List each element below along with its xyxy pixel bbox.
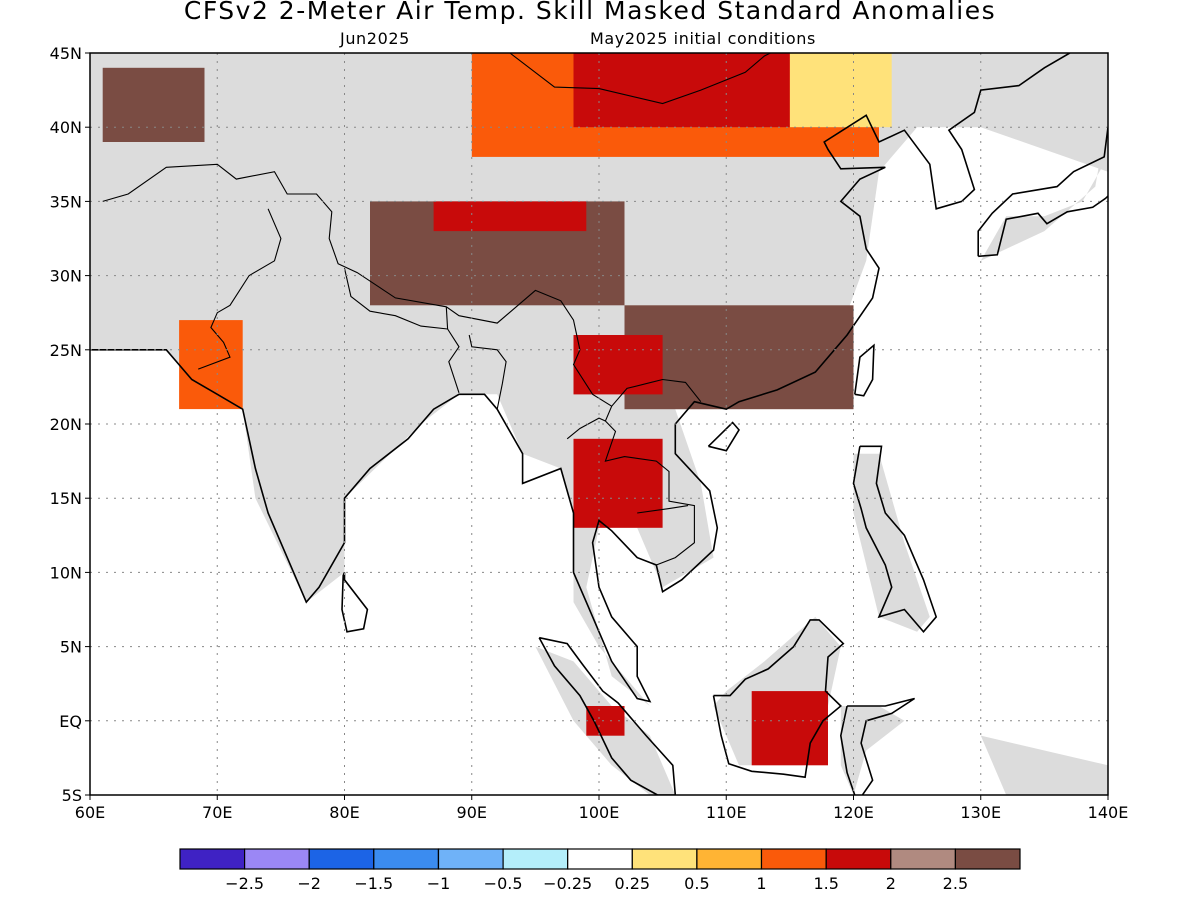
coastline-1 <box>341 572 369 633</box>
lon-tick-label: 80E <box>329 803 359 822</box>
colorbar-label: −1 <box>427 874 451 893</box>
border-5 <box>507 53 772 105</box>
lat-tick-label: 10N <box>50 563 82 582</box>
lat-tick-label: 40N <box>50 118 82 137</box>
border-7 <box>566 417 606 440</box>
lon-tick-label: 140E <box>1088 803 1129 822</box>
colorbar-swatch <box>308 848 375 870</box>
colorbar-swatch <box>954 848 1021 870</box>
graticule <box>90 53 1108 795</box>
colorbar-label: −1.5 <box>354 874 393 893</box>
anomaly-region-indochina <box>573 438 663 528</box>
colorbar-label: 1 <box>756 874 766 893</box>
colorbar-label: 0.5 <box>684 874 709 893</box>
lat-tick-label: 30N <box>50 267 82 286</box>
lon-tick-label: 60E <box>75 803 105 822</box>
lat-tick-label: EQ <box>59 712 82 731</box>
lat-tick-label: 35N <box>50 192 82 211</box>
colorbar: −2.5 −2 −1.5 −1 −0.5 −0.25 0.25 0.5 1 1.5 2 2.5 <box>179 848 1021 893</box>
border-8 <box>637 505 689 514</box>
colorbar-swatch <box>631 848 698 870</box>
anomaly-region-south-china <box>624 305 854 410</box>
coastline-0 <box>90 53 1071 703</box>
lon-tick-label: 90E <box>457 803 487 822</box>
colorbar-label: 1.5 <box>813 874 838 893</box>
lat-tick-label: 15N <box>50 489 82 508</box>
coastline-5 <box>839 697 916 795</box>
anomaly-region-borneo <box>751 691 828 766</box>
colorbar-swatch <box>825 848 892 870</box>
masked-area-4 <box>840 706 905 795</box>
anomaly-region-central-asia <box>102 67 205 142</box>
colorbar-swatch <box>244 848 310 870</box>
masked-area-5 <box>980 735 1108 795</box>
colorbar-swatch <box>760 848 827 870</box>
valid-month-label: Jun2025 <box>340 29 410 48</box>
anomaly-field <box>90 53 1108 795</box>
lat-tick-label: 45N <box>50 44 82 63</box>
colorbar-swatch <box>890 848 956 870</box>
lon-tick-label: 120E <box>833 803 874 822</box>
colorbar-label: 2 <box>886 874 896 893</box>
lat-tick-label: 20N <box>50 415 82 434</box>
coastline-4 <box>852 445 938 634</box>
colorbar-label: 2.5 <box>943 874 968 893</box>
lat-tick-label: 25N <box>50 341 82 360</box>
lon-tick-label: 130E <box>960 803 1001 822</box>
border-2 <box>445 306 460 393</box>
figure-title: CFSv2 2-Meter Air Temp. Skill Masked Sta… <box>183 0 997 25</box>
border-6 <box>604 405 695 566</box>
colorbar-swatch <box>437 848 504 870</box>
coastline-7 <box>854 343 875 397</box>
border-3 <box>468 334 507 410</box>
colorbar-swatch <box>502 848 569 870</box>
colorbar-swatch <box>373 848 439 870</box>
colorbar-swatch <box>567 848 633 870</box>
colorbar-swatch <box>696 848 763 870</box>
colorbar-swatch <box>179 848 246 870</box>
coastline-8 <box>977 125 1108 258</box>
colorbar-label: 0.25 <box>614 874 650 893</box>
coastline-6 <box>707 421 740 452</box>
masked-area-6 <box>980 112 1108 261</box>
lon-tick-label: 100E <box>579 803 620 822</box>
colorbar-label: −2.5 <box>225 874 264 893</box>
lon-tick-label: 70E <box>202 803 232 822</box>
border-4 <box>343 268 448 330</box>
lon-tick-label: 110E <box>706 803 747 822</box>
initial-conditions-label: May2025 initial conditions <box>590 29 816 48</box>
lat-tick-label: 5N <box>60 638 82 657</box>
masked-area-3 <box>853 453 930 632</box>
anomaly-region-yunnan <box>573 335 663 395</box>
colorbar-label: −2 <box>297 874 321 893</box>
lat-tick-label: 5S <box>62 786 82 805</box>
colorbar-label: −0.5 <box>484 874 523 893</box>
coastline-2 <box>538 636 677 795</box>
anomaly-region-tibet-red-band <box>433 201 587 232</box>
colorbar-label: −0.25 <box>543 874 592 893</box>
anomaly-region-manchuria-yellow <box>789 53 892 128</box>
coastline-3 <box>712 619 845 779</box>
